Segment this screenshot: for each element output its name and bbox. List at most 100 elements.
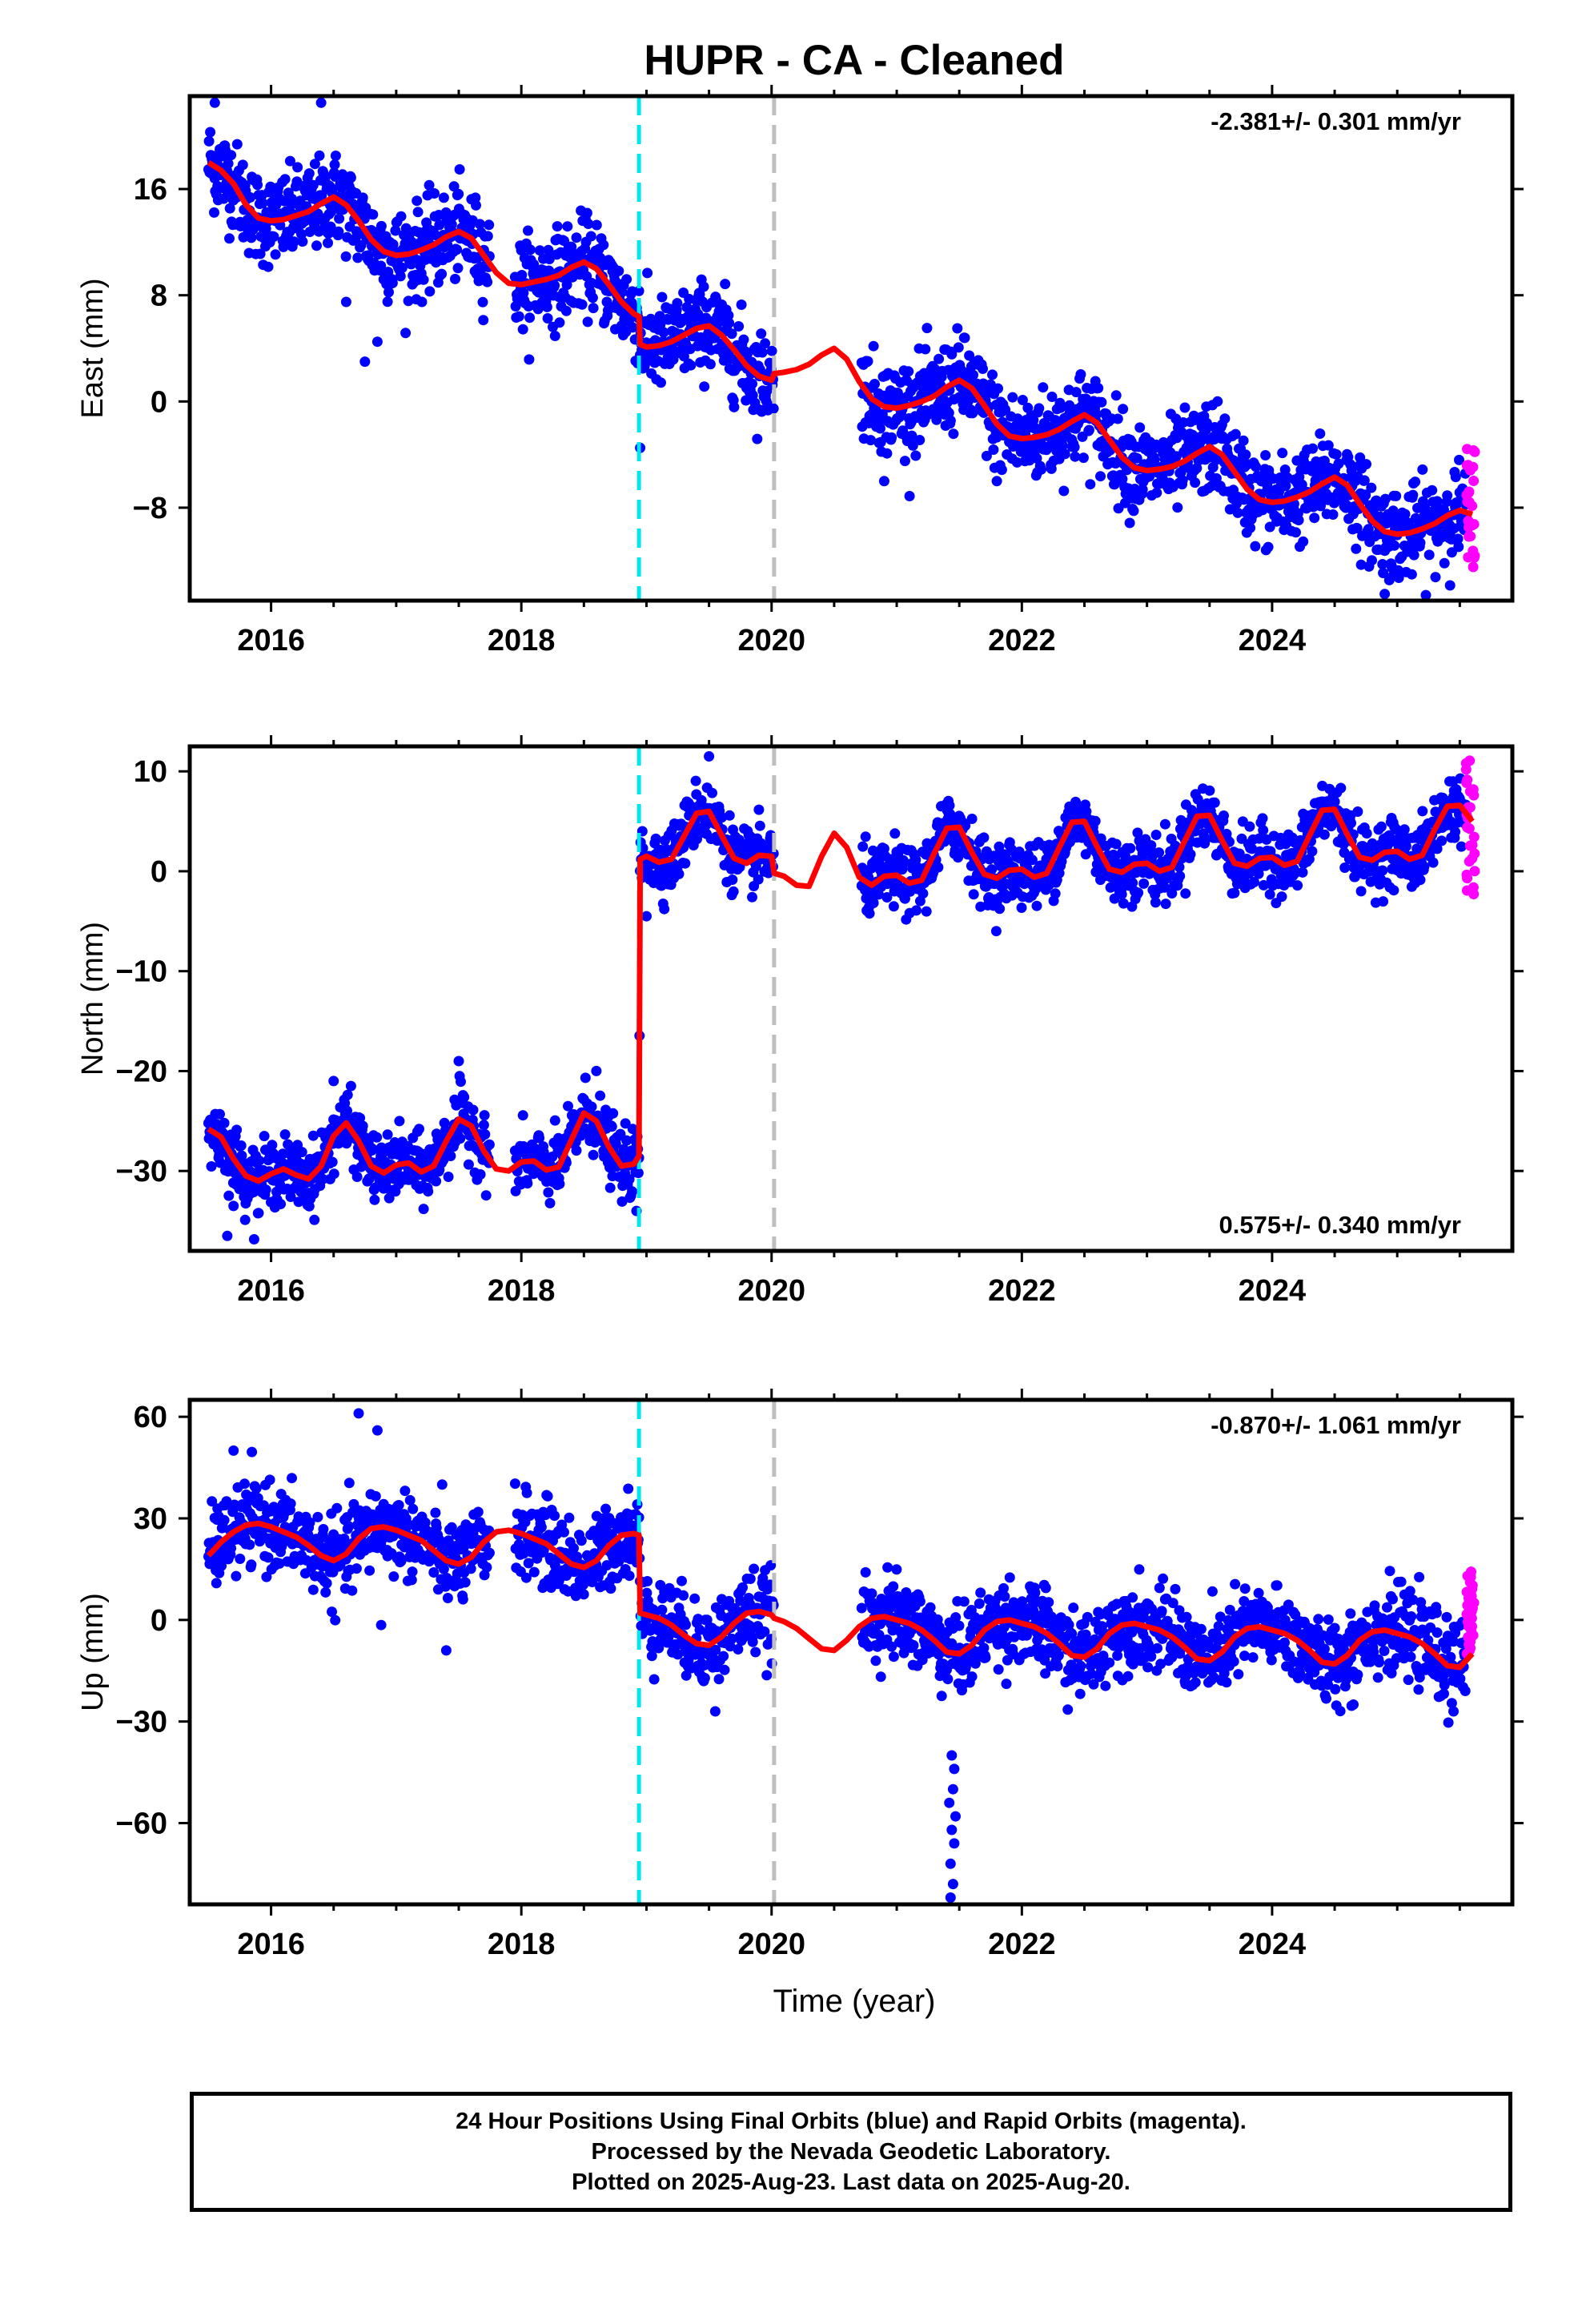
final-orbit-point (400, 328, 412, 339)
final-orbit-point (375, 220, 387, 231)
final-orbit-point (248, 1234, 259, 1244)
final-orbit-point (231, 1124, 243, 1136)
final-orbit-point (541, 301, 552, 312)
final-orbit-point (317, 1173, 328, 1184)
final-orbit-point (994, 903, 1006, 915)
final-orbit-point (544, 1197, 556, 1208)
final-orbit-point (538, 1147, 549, 1158)
final-orbit-point (480, 1190, 492, 1201)
final-orbit-point (757, 347, 768, 358)
final-orbit-point (632, 1168, 644, 1179)
final-orbit-point (480, 1129, 491, 1140)
final-orbit-point (576, 299, 588, 310)
final-orbit-point (568, 1542, 579, 1554)
rapid-orbit-points-east (1461, 444, 1480, 573)
final-orbit-point (621, 1135, 632, 1146)
final-orbit-point (509, 1478, 520, 1490)
final-orbit-point (517, 324, 528, 335)
final-orbit-point (1199, 834, 1211, 846)
final-orbit-point (1360, 489, 1371, 501)
final-orbit-point (396, 211, 407, 222)
final-orbit-point (559, 1526, 569, 1538)
final-orbit-point (881, 892, 893, 903)
final-orbit-point (264, 1474, 275, 1486)
final-orbit-point (978, 832, 990, 843)
final-orbit-point (416, 296, 428, 308)
y-tick-label: −20 (116, 1055, 167, 1088)
final-orbit-point (910, 854, 921, 866)
final-orbit-point (1427, 485, 1438, 496)
x-tick-label: 2016 (237, 1274, 305, 1308)
final-orbit-point (453, 188, 464, 199)
final-orbit-point (1057, 440, 1068, 451)
final-orbit-point (343, 1521, 355, 1532)
final-orbit-point (457, 1594, 468, 1605)
final-orbit-point (1399, 509, 1411, 520)
final-orbit-point (897, 854, 909, 866)
final-orbit-point (215, 1108, 225, 1120)
final-orbit-point (946, 348, 958, 360)
final-orbit-point (693, 308, 704, 320)
rapid-orbit-point (1462, 497, 1473, 508)
final-orbit-point (656, 377, 666, 388)
final-orbit-point (578, 1589, 589, 1600)
final-orbit-point (1131, 452, 1142, 464)
final-orbit-point (333, 226, 344, 237)
final-orbit-point (438, 192, 449, 203)
final-orbit-point (953, 852, 964, 863)
final-orbit-point (591, 219, 602, 231)
final-orbit-point (699, 381, 710, 392)
x-tick-label: 2022 (988, 1274, 1056, 1308)
final-orbit-point (367, 1144, 379, 1155)
y-tick-label: 10 (134, 755, 167, 789)
rapid-orbit-point (1469, 866, 1480, 877)
final-orbit-point (274, 1558, 285, 1569)
final-orbit-point (1450, 472, 1461, 483)
final-orbit-point (328, 1168, 339, 1180)
final-orbit-point (656, 292, 668, 303)
final-orbit-point (747, 891, 757, 903)
final-orbit-point (981, 450, 992, 461)
final-orbit-point (404, 1494, 416, 1506)
final-orbit-point (1423, 549, 1435, 561)
final-orbit-point (1315, 428, 1326, 439)
final-orbit-point (685, 360, 697, 371)
final-orbit-point (408, 1503, 419, 1514)
final-orbit-point (723, 310, 734, 321)
final-orbit-point (552, 221, 563, 232)
final-orbit-point (1244, 821, 1255, 832)
final-orbit-point (1297, 866, 1308, 878)
final-orbit-point (1385, 837, 1396, 848)
final-orbit-point (1408, 549, 1419, 561)
final-orbit-point (1331, 448, 1342, 460)
final-orbit-point (1361, 828, 1372, 839)
final-orbit-point (246, 1559, 257, 1570)
final-orbit-point (1110, 838, 1122, 850)
final-orbit-point (330, 151, 341, 161)
final-orbit-point (1339, 862, 1351, 873)
final-orbit-point (604, 1182, 616, 1193)
final-orbit-point (756, 328, 767, 340)
final-orbit-point (513, 311, 524, 322)
final-orbit-point (1185, 849, 1196, 860)
final-orbit-point (1292, 880, 1303, 891)
final-orbit-point (1388, 885, 1399, 896)
final-orbit-point (1307, 846, 1318, 857)
final-orbit-point (244, 1539, 255, 1550)
final-orbit-point (393, 1500, 404, 1510)
final-orbit-point (728, 886, 739, 897)
final-orbit-point (1400, 841, 1411, 852)
final-orbit-point (613, 1556, 624, 1567)
final-orbit-point (479, 1570, 490, 1581)
final-orbit-point (364, 1565, 375, 1576)
final-orbit-point (645, 313, 656, 324)
final-orbit-point (516, 270, 528, 280)
final-orbit-point (1419, 861, 1430, 872)
final-orbit-point (371, 1132, 383, 1143)
final-orbit-point (367, 209, 379, 220)
final-orbit-point (1149, 454, 1160, 465)
final-orbit-point (524, 354, 535, 365)
final-orbit-point (650, 833, 661, 844)
final-orbit-point (345, 1080, 356, 1092)
